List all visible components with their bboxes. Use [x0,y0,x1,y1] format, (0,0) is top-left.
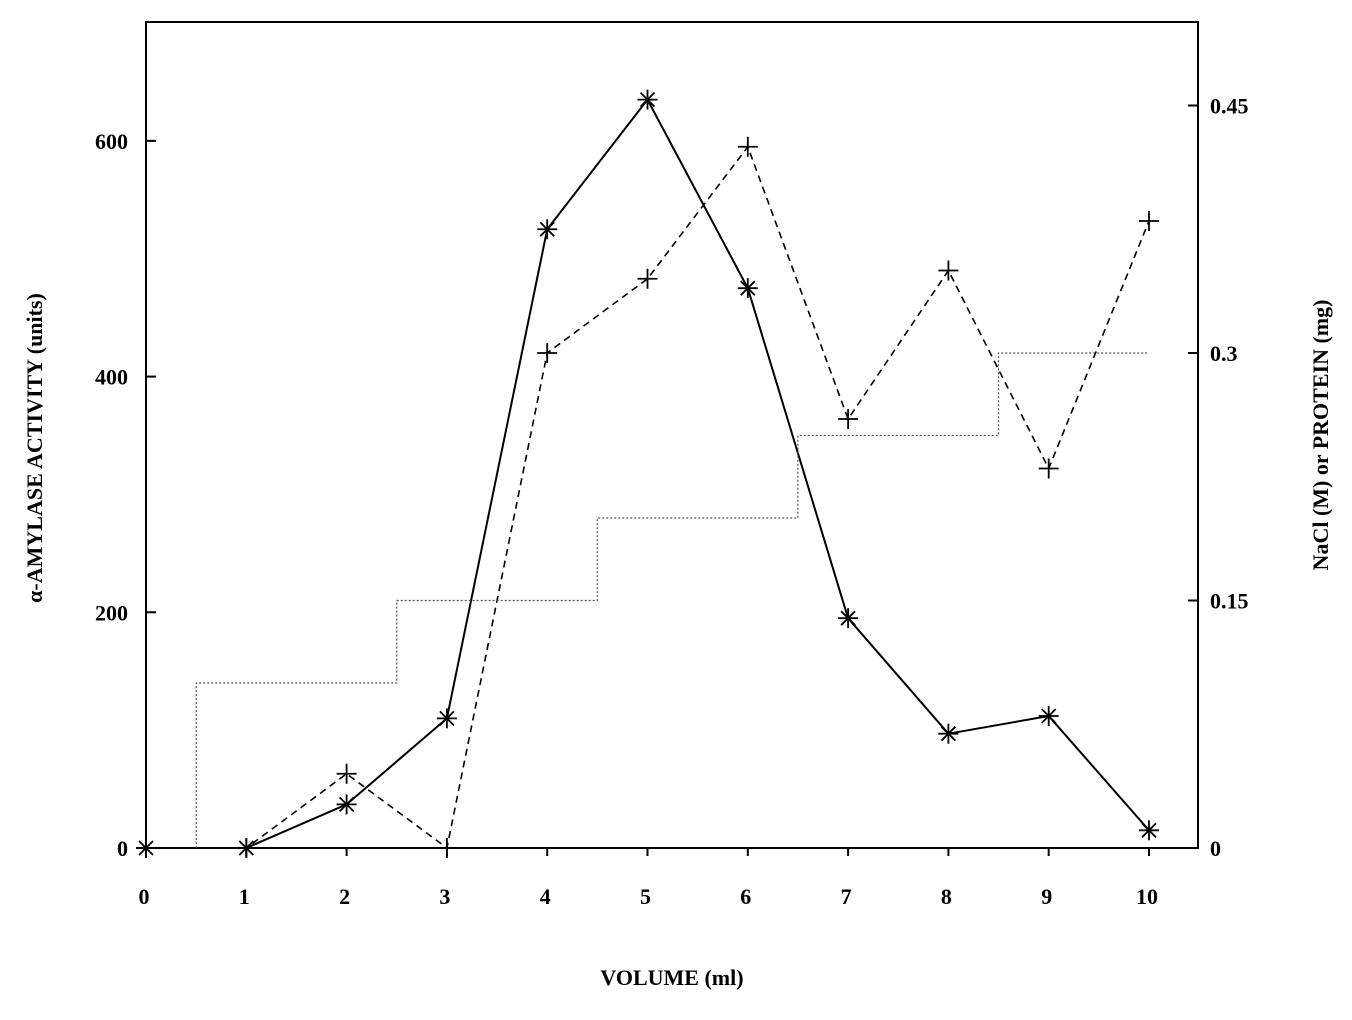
y2-axis-title: NaCl (M) or PROTEIN (mg) [1308,300,1333,571]
x-tick-label: 5 [640,884,651,909]
x-tick-label: 7 [841,884,852,909]
y-tick-label: 200 [95,600,128,625]
series-2-line [146,145,1150,850]
x-tick-label: 10 [1136,884,1158,909]
x-tick-label: 6 [740,884,751,909]
series-2-point [1038,458,1059,479]
y2-tick-label: 0 [1210,836,1221,861]
series-2-point [1139,211,1159,231]
series-1-point [436,708,457,729]
series-1-point [637,89,658,110]
series-2-point [637,268,658,289]
series-1-line [146,97,1150,849]
series-1-point [1139,820,1159,841]
series-2-point [938,260,959,281]
x-axis-title: VOLUME (ml) [600,965,743,990]
series-1-point [938,723,959,744]
y-tick-label: 0 [117,836,128,861]
y-tick-label: 400 [95,365,128,390]
plot-frame [145,21,1199,849]
series-2-point [737,136,758,157]
y-axis-title: α-AMYLASE ACTIVITY (units) [22,293,47,603]
series-1-point [737,278,758,299]
series-1-point [1038,706,1059,726]
x-tick-label: 4 [540,884,551,909]
series-2-point [236,838,257,858]
series-2-point [838,409,859,429]
x-tick-label: 1 [239,884,250,909]
x-tick-label: 3 [439,884,450,909]
series-1-point [537,219,558,240]
y2-tick-label: 0.15 [1210,589,1249,614]
series-2-point [436,838,457,858]
y2-tick-label: 0.45 [1210,94,1249,119]
series-2-point [136,838,156,858]
series-1-point [838,608,859,629]
y-tick-label: 600 [95,129,128,154]
x-tick-label: 9 [1041,884,1052,909]
series-1-point [336,794,357,815]
x-tick-label: 2 [339,884,350,909]
y2-tick-label: 0.3 [1210,341,1238,366]
series-2-point [537,343,558,363]
x-tick-label: 8 [941,884,952,909]
x-tick-label: 0 [139,884,150,909]
series-2-point [336,763,357,784]
